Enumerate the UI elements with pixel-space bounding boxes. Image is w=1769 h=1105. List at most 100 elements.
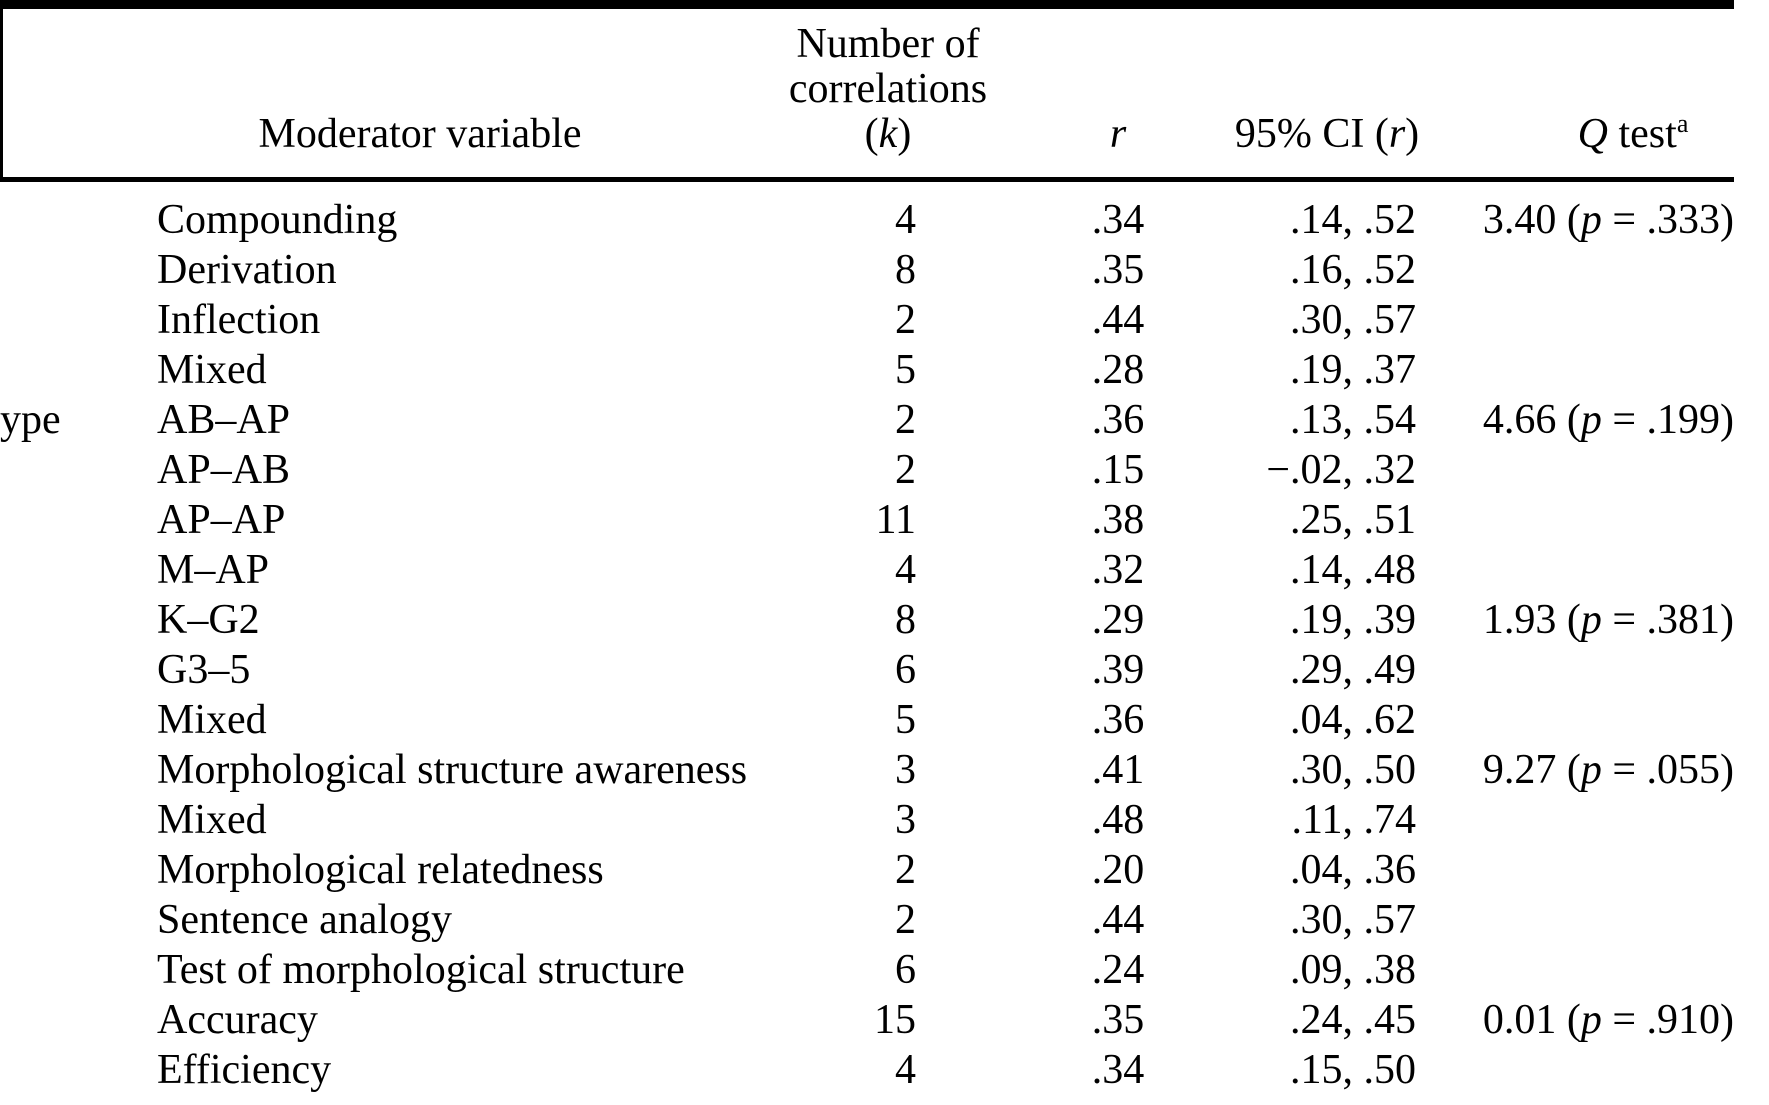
table-row: Accuracy 15 .35 .24, .45 0.01 (p = .910) [0,995,1769,1045]
table-row: Sentence analogy 2 .44 .30, .57 [0,895,1769,945]
table-header-rule [0,177,1734,182]
moderator-variable-cell: Mixed [157,797,267,843]
header-k-line2: correlations [788,66,988,112]
row-group-label-fragment [0,645,140,695]
table-row: Compounding 4 .34 .14, .52 3.40 (p = .33… [0,195,1769,245]
table-row: Inflection 2 .44 .30, .57 [0,295,1769,345]
row-group-label-fragment [0,895,140,945]
k-cell: 4 [895,547,916,593]
row-group-label-fragment [0,245,140,295]
row-group-label-fragment [0,1045,140,1095]
row-group-label-fragment [0,595,140,645]
row-group-label-fragment [0,445,140,495]
k-cell: 2 [895,397,916,443]
r-cell: .41 [1091,747,1145,793]
r-cell: .35 [1091,247,1145,293]
row-group-label-fragment [0,545,140,595]
ci-cell: .24, .45 [1290,997,1416,1043]
k-cell: 5 [895,347,916,393]
k-cell: 3 [895,797,916,843]
moderator-variable-cell: K–G2 [157,597,260,643]
k-cell: 6 [895,647,916,693]
ci-cell: .15, .50 [1290,1047,1416,1093]
table-row: Mixed 3 .48 .11, .74 [0,795,1769,845]
ci-cell: .04, .36 [1290,847,1416,893]
column-header-q-test: Q testa [1493,109,1769,157]
ci-cell: .30, .57 [1290,297,1416,343]
table-row: Mixed 5 .28 .19, .37 [0,345,1769,395]
r-cell: .44 [1091,897,1145,943]
q-test-cell [1380,445,1734,495]
k-cell: 15 [874,997,916,1043]
table-row: K–G2 8 .29 .19, .39 1.93 (p = .381) [0,595,1769,645]
ci-cell: .11, .74 [1291,797,1416,843]
ci-cell: .16, .52 [1290,247,1416,293]
q-test-cell [1380,1045,1734,1095]
q-test-cell [1380,545,1734,595]
moderator-variable-cell: AP–AP [157,497,286,543]
table-row: Efficiency 4 .34 .15, .50 [0,1045,1769,1095]
k-cell: 4 [895,197,916,243]
column-header-r: r [1109,111,1127,157]
moderator-variable-cell: Sentence analogy [157,897,453,943]
table-row: Morphological relatedness 2 .20 .04, .36 [0,845,1769,895]
table-row: Derivation 8 .35 .16, .52 [0,245,1769,295]
row-group-label-fragment: ype [0,397,61,443]
ci-cell: .09, .38 [1290,947,1416,993]
row-group-label-fragment [0,745,140,795]
column-header-moderator-variable: Moderator variable [258,111,582,157]
q-test-cell [1380,945,1734,995]
ci-cell: −.02, .32 [1266,447,1416,493]
k-cell: 8 [895,597,916,643]
moderator-variable-cell: G3–5 [157,647,251,693]
table-row: Test of morphological structure 6 .24 .0… [0,945,1769,995]
r-cell: .44 [1091,297,1145,343]
q-test-cell [1380,345,1734,395]
k-cell: 2 [895,447,916,493]
moderator-variable-cell: Mixed [157,347,267,393]
q-test-cell: 1.93 (p = .381) [1482,597,1734,643]
r-cell: .32 [1091,547,1145,593]
moderator-variable-cell: Mixed [157,697,267,743]
table-row: G3–5 6 .39 .29, .49 [0,645,1769,695]
table-row: M–AP 4 .32 .14, .48 [0,545,1769,595]
k-cell: 2 [895,897,916,943]
q-test-cell [1380,495,1734,545]
table-row: ype AB–AP 2 .36 .13, .54 4.66 (p = .199) [0,395,1769,445]
k-cell: 3 [895,747,916,793]
row-group-label-fragment [0,995,140,1045]
row-group-label-fragment [0,945,140,995]
ci-cell: .14, .52 [1290,197,1416,243]
q-test-cell [1380,895,1734,945]
k-cell: 11 [875,497,916,543]
r-cell: .48 [1091,797,1145,843]
moderator-variable-cell: Test of morphological structure [157,947,685,993]
table-row: AP–AB 2 .15 −.02, .32 [0,445,1769,495]
moderator-variable-cell: Morphological structure awareness [157,747,748,793]
q-test-cell: 9.27 (p = .055) [1482,747,1734,793]
q-test-cell [1380,645,1734,695]
q-test-footnote-marker: a [1676,109,1689,138]
row-group-label-fragment [0,295,140,345]
moderator-variable-cell: Efficiency [157,1047,332,1093]
row-group-label-fragment [0,845,140,895]
ci-cell: .04, .62 [1290,697,1416,743]
r-cell: .24 [1091,947,1145,993]
column-header-95ci: 95% CI (r) [1234,111,1420,157]
k-cell: 8 [895,247,916,293]
r-cell: .20 [1091,847,1145,893]
moderator-variable-cell: Morphological relatedness [157,847,604,893]
q-test-cell: 4.66 (p = .199) [1482,397,1734,443]
q-test-cell [1380,245,1734,295]
r-cell: .38 [1091,497,1145,543]
ci-cell: .29, .49 [1290,647,1416,693]
header-k-line1: Number of [796,21,980,67]
q-test-cell [1380,695,1734,745]
k-cell: 2 [895,847,916,893]
r-cell: .15 [1091,447,1145,493]
row-group-label-fragment [0,795,140,845]
q-test-cell: 0.01 (p = .910) [1482,997,1734,1043]
r-cell: .36 [1091,697,1145,743]
table-row: AP–AP 11 .38 .25, .51 [0,495,1769,545]
